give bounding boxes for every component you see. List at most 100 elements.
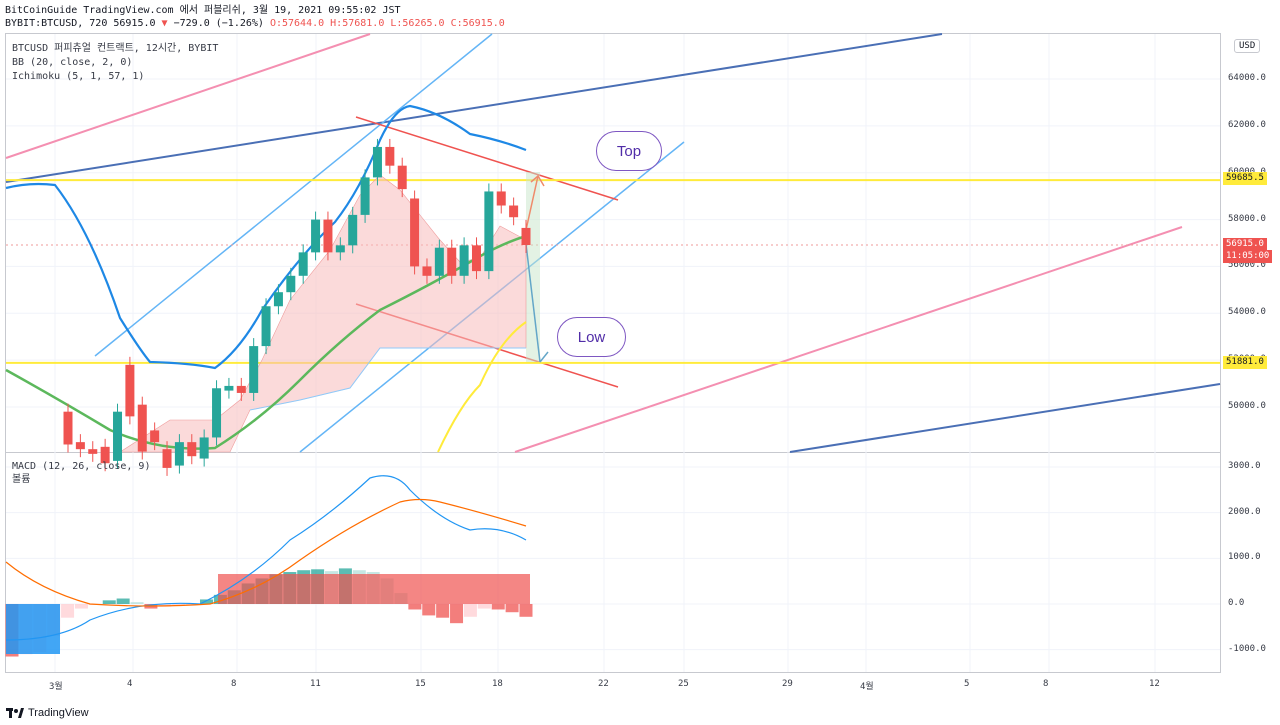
candle-body [273, 292, 283, 307]
candle-body [323, 219, 333, 253]
macd-line [5, 475, 527, 641]
macd-sublabel: 볼륨 [12, 474, 31, 485]
top-arrow-head-icon [530, 174, 545, 187]
candle-body [125, 364, 135, 417]
tradingview-logo-icon [6, 708, 24, 718]
macd-histogram-bar [408, 604, 422, 610]
price-tick-label: 56000.0 [1228, 260, 1266, 271]
chart-title: BTCUSD 퍼피츄얼 컨트랙트, 12시간, BYBIT [12, 43, 219, 54]
pink-trendline-lower [514, 226, 1183, 453]
candle-body [385, 146, 395, 166]
candle-body [459, 245, 469, 276]
candle-body [88, 449, 98, 454]
last-price-badge: 56915.0 [1223, 238, 1267, 251]
candle-body [236, 385, 246, 393]
candle-body [100, 446, 110, 464]
wedge-line-upper [355, 116, 619, 201]
time-tick-label: 8 [231, 679, 237, 689]
candle-body [422, 266, 432, 276]
down-arrow-icon: ▼ [161, 18, 168, 29]
macd-histogram-bar [436, 604, 450, 618]
macd-histogram-bar [519, 604, 533, 617]
macd-pane[interactable] [5, 452, 1221, 673]
time-tick-label: 4월 [860, 682, 874, 692]
macd-tick-label: -1000.0 [1228, 643, 1266, 654]
candle-body [137, 404, 147, 452]
macd-histogram-bar [491, 604, 505, 610]
symbol-price: BYBIT:BTCUSD, 720 56915.0 [5, 18, 156, 29]
bb-legend[interactable]: BB (20, close, 2, 0) [12, 57, 133, 68]
macd-histogram-bar [116, 598, 130, 604]
macd-tick-label: 1000.0 [1228, 552, 1261, 563]
macd-tick-label: 3000.0 [1228, 461, 1261, 471]
candle-body [410, 198, 420, 267]
candle-body [484, 191, 494, 272]
candle-body [224, 385, 234, 391]
macd-histogram-bar [463, 604, 477, 617]
low-callout[interactable]: Low [557, 317, 626, 357]
candle-body [397, 165, 407, 190]
price-tick-label: 62000.0 [1228, 119, 1266, 130]
top-callout[interactable]: Top [596, 131, 662, 171]
macd-legend[interactable]: MACD (12, 26, close, 9) [12, 461, 151, 472]
time-tick-label: 22 [598, 679, 609, 689]
top-level-badge: 59685.5 [1223, 172, 1267, 185]
low-arrow-head-icon [539, 351, 549, 363]
macd-tick-label: 2000.0 [1228, 506, 1261, 517]
low-callout-label: Low [577, 328, 606, 346]
channel-line-upper [94, 33, 493, 357]
top-callout-label: Top [616, 142, 642, 160]
candle-body [212, 388, 222, 438]
candle-body [348, 214, 358, 246]
blue-trendline-upper [5, 33, 943, 183]
candle-body [509, 205, 519, 218]
macd-tick-label: 0.0 [1228, 598, 1245, 608]
countdown-badge: 11:05:00 [1223, 250, 1273, 263]
macd-positive-block [218, 574, 530, 604]
blue-trendline-lower [789, 383, 1221, 453]
ohlc-values: O:57644.0 H:57681.0 L:56265.0 C:56915.0 [269, 18, 505, 29]
candle-body [521, 227, 531, 245]
time-tick-label: 3월 [49, 682, 63, 692]
candle-body [261, 306, 271, 347]
time-tick-label: 25 [678, 679, 689, 689]
bb-basis-line [5, 234, 527, 450]
macd-histogram-bar [130, 602, 144, 604]
candle-body [496, 191, 506, 206]
macd-histogram-bar [172, 604, 186, 606]
ichimoku-lagging-span [437, 321, 527, 453]
signal-line [5, 498, 527, 607]
candle-body [249, 346, 259, 393]
macd-histogram-bar [102, 600, 116, 604]
price-change: −729.0 (−1.26%) [173, 18, 264, 29]
candle-body [447, 247, 457, 276]
time-tick-label: 8 [1043, 679, 1049, 689]
ohlc-bar: BYBIT:BTCUSD, 720 56915.0 ▼ −729.0 (−1.2… [5, 18, 505, 30]
ichimoku-span-b [249, 347, 526, 411]
footer[interactable]: TradingView [6, 707, 89, 719]
projection-box [526, 172, 540, 362]
ichimoku-legend[interactable]: Ichimoku (5, 1, 57, 1) [12, 71, 145, 82]
time-tick-label: 18 [492, 679, 503, 689]
price-tick-label: 58000.0 [1228, 213, 1266, 224]
candle-body [372, 146, 382, 178]
candle-body [298, 252, 308, 276]
candle-body [360, 177, 370, 215]
candle-body [150, 430, 160, 443]
candle-body [75, 442, 85, 450]
candle-body [199, 437, 209, 459]
candle-body [471, 245, 481, 272]
macd-histogram-bar [477, 604, 491, 609]
top-projection-arrow [525, 175, 539, 231]
candle-body [174, 442, 184, 466]
candle-body [335, 245, 345, 253]
low-projection-arrow [525, 243, 541, 363]
macd-histogram-bar [505, 604, 519, 613]
macd-histogram-bar [61, 604, 75, 618]
currency-button[interactable]: USD [1234, 39, 1261, 53]
price-tick-label: 54000.0 [1228, 307, 1266, 318]
price-tick-label: 60000.0 [1228, 167, 1266, 177]
time-tick-label: 5 [964, 679, 970, 689]
time-tick-label: 11 [310, 679, 321, 689]
